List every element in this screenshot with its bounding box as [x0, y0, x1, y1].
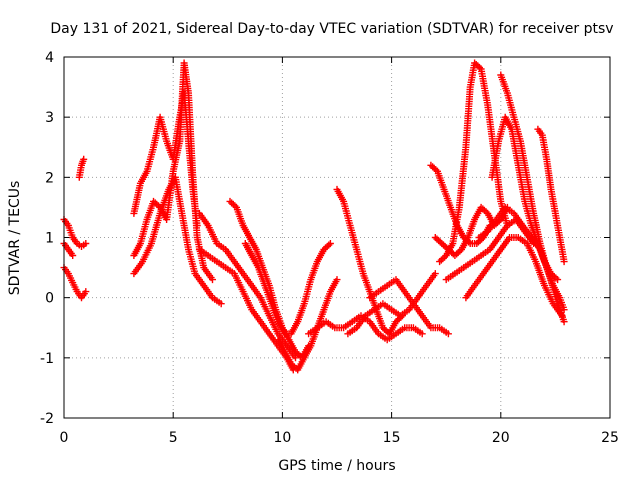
plus-marker	[82, 240, 90, 247]
y-tick-label: 3	[45, 110, 54, 126]
plus-marker	[69, 252, 77, 259]
x-tick-label: 5	[169, 430, 178, 446]
y-tick-label: 2	[45, 170, 54, 186]
series-track-22	[488, 113, 562, 284]
plus-marker	[325, 241, 333, 249]
plus-marker	[82, 288, 90, 296]
x-tick-label: 0	[60, 430, 69, 446]
chart-title: Day 131 of 2021, Sidereal Day-to-day VTE…	[50, 21, 613, 37]
x-tick-label: 25	[601, 430, 619, 446]
grid-lines	[64, 57, 610, 418]
x-tick-label: 10	[273, 430, 291, 446]
y-axis-label: SDTVAR / TECUs	[7, 181, 23, 296]
series-track-13	[333, 185, 406, 338]
data-marks	[60, 59, 568, 374]
plus-marker	[441, 253, 449, 261]
series-track-4	[75, 155, 88, 181]
plot-frame	[63, 56, 611, 419]
series-track-25	[475, 203, 568, 326]
plus-marker	[560, 258, 568, 266]
tick-labels: 0 5 10 15 20 25 -2 -1 0 1 2 3 4	[40, 50, 619, 446]
series-track-11	[241, 240, 334, 338]
series-track-16	[366, 276, 452, 338]
series-track-8	[195, 209, 299, 362]
series-track-2	[60, 264, 90, 302]
x-tick-label: 15	[383, 430, 401, 446]
series-track-24	[534, 125, 568, 266]
plus-marker	[560, 318, 568, 326]
plus-marker	[418, 330, 426, 338]
y-tick-label: -1	[40, 351, 54, 367]
y-tick-label: 0	[45, 291, 54, 307]
series-track-7	[130, 173, 225, 308]
plus-marker	[554, 276, 562, 284]
plus-marker	[444, 330, 452, 338]
plus-marker	[476, 64, 483, 71]
plus-marker	[333, 276, 341, 284]
plus-marker	[209, 276, 216, 284]
plus-marker	[431, 270, 439, 278]
series-track-1	[60, 216, 90, 250]
plus-marker	[231, 202, 239, 210]
series-track-9	[195, 246, 297, 374]
series-track-19	[436, 59, 511, 266]
plus-marker	[326, 240, 334, 247]
plus-marker	[217, 300, 225, 308]
y-tick-label: -2	[40, 411, 54, 427]
plus-marker	[80, 155, 88, 163]
x-axis-label: GPS time / hours	[278, 458, 395, 474]
y-tick-label: 1	[45, 231, 54, 247]
series-track-6	[130, 59, 216, 284]
x-tick-label: 20	[492, 430, 510, 446]
y-tick-label: 4	[45, 50, 54, 66]
